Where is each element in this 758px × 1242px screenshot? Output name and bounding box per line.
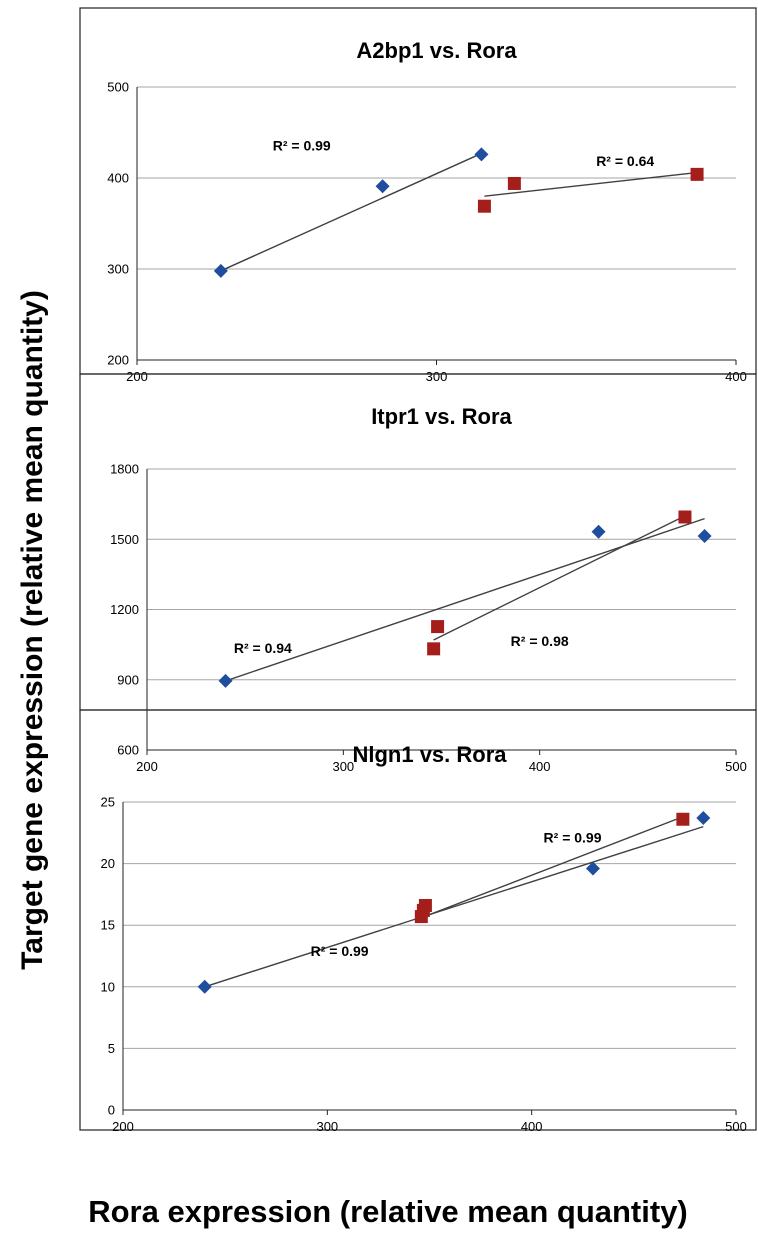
y-tick-label: 1500 — [110, 532, 139, 547]
figure-x-axis-label: Rora expression (relative mean quantity) — [88, 1194, 688, 1229]
chart-panel-2: Itpr1 vs. Rora 600 900 1200 1500 1800 200 300 40… — [79, 373, 757, 774]
r-squared-label: R² = 0.64 — [596, 153, 654, 169]
trendline-series-2 — [421, 816, 684, 919]
data-point-diamond — [591, 524, 606, 539]
data-point-diamond — [375, 179, 390, 194]
r-squared-label: R² = 0.99 — [544, 830, 602, 846]
y-tick-label: 15 — [101, 918, 115, 933]
x-tick-label: 400 — [521, 1119, 543, 1134]
data-point-diamond — [697, 528, 712, 543]
x-tick-label: 200 — [126, 369, 148, 384]
data-point-square — [678, 510, 692, 524]
data-point-diamond — [218, 673, 233, 688]
y-tick-label: 900 — [117, 672, 139, 687]
y-tick-label: 600 — [117, 743, 139, 758]
y-tick-label: 5 — [108, 1041, 115, 1056]
x-tick-label: 400 — [529, 759, 551, 774]
r-squared-label: R² = 0.98 — [511, 633, 569, 649]
y-tick-label: 25 — [101, 795, 115, 810]
data-point-square — [676, 812, 690, 826]
trendline-series-1 — [220, 152, 482, 272]
y-tick-label: 10 — [101, 979, 115, 994]
data-point-square — [427, 642, 441, 656]
y-tick-label: 20 — [101, 856, 115, 871]
x-tick-label: 200 — [136, 759, 158, 774]
r-squared-label: R² = 0.99 — [273, 138, 331, 154]
r-squared-label: R² = 0.94 — [234, 640, 292, 656]
y-tick-label: 500 — [107, 80, 129, 95]
chart-title: Nlgn1 vs. Rora — [352, 742, 507, 767]
chart-title: A2bp1 vs. Rora — [356, 38, 517, 63]
figure-y-axis-label: Target gene expression (relative mean qu… — [16, 290, 49, 970]
data-point-diamond — [696, 811, 711, 826]
y-tick-label: 300 — [107, 262, 129, 277]
y-tick-label: 1200 — [110, 602, 139, 617]
data-point-square — [690, 167, 704, 181]
x-tick-label: 500 — [725, 1119, 747, 1134]
trendline-series-2 — [433, 515, 686, 641]
chart-panel-3: Nlgn1 vs. Rora 0 5 10 15 20 25 200 300 400 500 R² =… — [79, 709, 757, 1134]
data-point-square — [507, 176, 521, 190]
trendline-series-1 — [204, 825, 704, 988]
data-point-diamond — [474, 147, 489, 162]
x-tick-label: 300 — [316, 1119, 338, 1134]
trendline-series-1 — [225, 517, 705, 682]
data-point-square — [431, 620, 445, 634]
panel-frame — [79, 709, 757, 1131]
y-tick-label: 200 — [107, 353, 129, 368]
r-squared-label: R² = 0.99 — [311, 943, 369, 959]
x-tick-label: 300 — [332, 759, 354, 774]
x-tick-label: 500 — [725, 759, 747, 774]
y-tick-label: 0 — [108, 1103, 115, 1118]
y-tick-label: 400 — [107, 171, 129, 186]
chart-panel-1: A2bp1 vs. Rora 200 300 400 500 200 300 400 R² = … — [79, 7, 757, 384]
data-point-diamond — [585, 861, 600, 876]
y-tick-label: 1800 — [110, 462, 139, 477]
x-tick-label: 200 — [112, 1119, 134, 1134]
x-tick-label: 400 — [725, 369, 747, 384]
x-tick-label: 300 — [426, 369, 448, 384]
data-point-square — [477, 199, 491, 213]
trendline-series-2 — [484, 171, 698, 197]
data-point-diamond — [213, 263, 228, 278]
data-point-diamond — [197, 979, 212, 994]
data-point-square — [418, 898, 432, 912]
chart-title: Itpr1 vs. Rora — [371, 404, 512, 429]
